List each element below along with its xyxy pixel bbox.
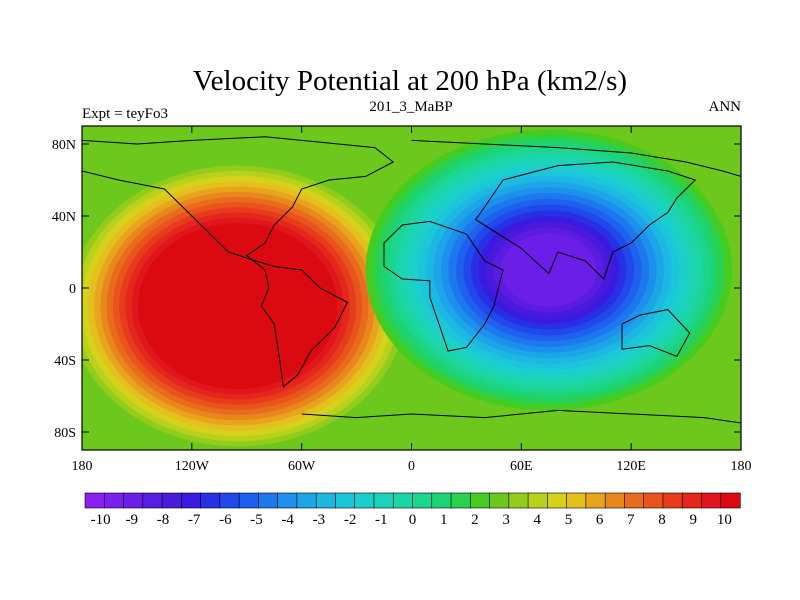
colorbar-swatch <box>604 492 626 509</box>
coastlines <box>82 136 741 424</box>
case-label: 201_3_MaBP <box>369 99 452 115</box>
colorbar-label: 3 <box>502 512 510 528</box>
colorbar-label: 6 <box>596 512 604 528</box>
colorbar-label: -8 <box>157 512 170 528</box>
contour-field <box>82 126 741 450</box>
x-tick-label: 60E <box>510 459 533 474</box>
colorbar-label: 8 <box>658 512 666 528</box>
colorbar-label: 1 <box>440 512 448 528</box>
contour-band <box>194 269 281 343</box>
colorbar-swatch <box>508 492 529 509</box>
colorbar-swatch <box>296 492 317 509</box>
colorbar-swatch <box>643 492 664 509</box>
colorbar-swatch <box>662 492 683 509</box>
colorbar-swatch <box>527 492 548 509</box>
colorbar-swatch <box>200 492 221 509</box>
colorbar-swatch <box>84 492 105 509</box>
x-tick-label: 60W <box>288 459 316 474</box>
colorbar-swatch <box>701 492 722 509</box>
experiment-label: Expt = teyFo3 <box>82 106 168 122</box>
colorbar-swatch <box>431 492 452 509</box>
colorbar-label: -6 <box>219 512 232 528</box>
colorbar-label: 4 <box>534 512 542 528</box>
colorbar-label: 0 <box>409 512 417 528</box>
colorbar-label: -4 <box>281 512 294 528</box>
colorbar-label: 7 <box>627 512 635 528</box>
colorbar-label: -1 <box>375 512 388 528</box>
colorbar-swatch <box>181 492 202 509</box>
colorbar-swatch <box>566 492 587 509</box>
chart-title: Velocity Potential at 200 hPa (km2/s) <box>193 65 627 97</box>
colorbar-swatch <box>277 492 298 509</box>
colorbar-label: 2 <box>471 512 479 528</box>
colorbar-swatch <box>258 492 279 509</box>
y-tick-label: 40N <box>52 210 76 225</box>
x-tick-label: 120W <box>175 459 210 474</box>
colorbar-swatch <box>123 492 144 509</box>
coastline-segment <box>301 409 741 424</box>
colorbar-label: -3 <box>313 512 326 528</box>
colorbar-swatch <box>469 492 491 509</box>
colorbar-swatch <box>585 492 606 509</box>
x-tick-label: 120E <box>616 459 646 474</box>
colorbar-swatch <box>681 492 703 509</box>
colorbar-swatch <box>547 492 568 509</box>
colorbar-label: -9 <box>126 512 139 528</box>
y-tick-label: 80S <box>54 426 76 441</box>
y-tick-label: 40S <box>54 354 76 369</box>
colorbar-swatch <box>335 492 356 509</box>
colorbar-swatch <box>354 492 375 509</box>
colorbar-label: -10 <box>91 512 111 528</box>
colorbar-swatch <box>103 492 125 509</box>
coastline-segment <box>82 136 395 388</box>
y-tick-label: 0 <box>69 282 76 297</box>
coastline-segment <box>474 161 697 280</box>
x-tick-label: 180 <box>72 459 93 474</box>
colorbar-label: 9 <box>689 512 697 528</box>
season-label: ANN <box>709 99 742 115</box>
colorbar-swatch <box>412 492 433 509</box>
colorbar-label: 10 <box>717 512 732 528</box>
colorbar-swatch <box>624 492 645 509</box>
colorbar-swatch <box>489 492 510 509</box>
colorbar-swatch <box>373 492 394 509</box>
colorbar-swatch <box>392 492 414 509</box>
colorbar-swatch <box>219 492 240 509</box>
colorbar-label: -2 <box>344 512 357 528</box>
x-tick-label: 0 <box>408 459 415 474</box>
colorbar-swatch <box>315 492 337 509</box>
colorbar-label: 5 <box>565 512 573 528</box>
x-tick-label: 180 <box>731 459 752 474</box>
colorbar-swatch <box>161 492 182 509</box>
colorbar-swatch <box>238 492 259 509</box>
colorbar-label: -7 <box>188 512 201 528</box>
coastline-segment <box>411 139 741 177</box>
colorbar-label: -5 <box>250 512 263 528</box>
coastline-segment <box>383 220 504 352</box>
colorbar-swatch <box>142 492 163 509</box>
coastline-segment <box>621 309 691 358</box>
colorbar-swatch <box>720 492 741 509</box>
colorbar-swatch <box>450 492 471 509</box>
y-tick-label: 80N <box>52 138 76 153</box>
